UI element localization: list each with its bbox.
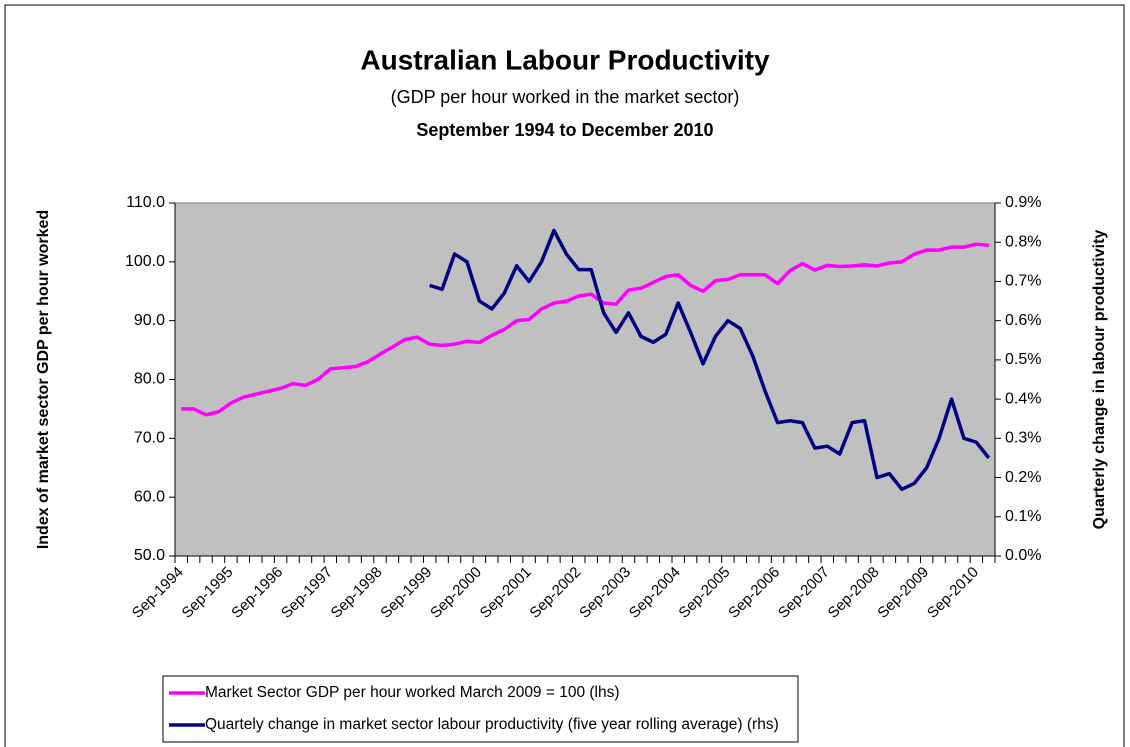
chart-period: September 1994 to December 2010 <box>416 120 713 140</box>
legend-label: Quartely change in market sector labour … <box>205 716 779 733</box>
y-tick-label: 80.0 <box>134 371 165 388</box>
y2-tick-label: 0.8% <box>1005 233 1041 250</box>
y-axis-title: Index of market sector GDP per hour work… <box>35 210 52 549</box>
legend-label: Market Sector GDP per hour worked March … <box>205 684 620 701</box>
y-tick-label: 60.0 <box>134 488 165 505</box>
y-tick-label: 90.0 <box>134 312 165 329</box>
y2-tick-label: 0.2% <box>1005 469 1041 486</box>
y2-tick-label: 0.7% <box>1005 273 1041 290</box>
y-tick-label: 100.0 <box>125 253 165 270</box>
y-tick-label: 70.0 <box>134 430 165 447</box>
series-line <box>429 228 991 492</box>
y2-tick-label: 0.1% <box>1005 508 1041 525</box>
chart-title: Australian Labour Productivity <box>360 44 770 75</box>
y-tick-label: 110.0 <box>126 194 165 211</box>
y2-tick-label: 0.5% <box>1005 351 1041 368</box>
series-line <box>181 242 989 417</box>
legend-box <box>162 675 799 743</box>
y2-tick-label: 0.0% <box>1005 547 1041 564</box>
y-tick-label: 50.0 <box>134 547 165 564</box>
y2-tick-label: 0.9% <box>1005 194 1041 211</box>
y2-tick-label: 0.6% <box>1005 312 1041 329</box>
chart-subtitle: (GDP per hour worked in the market secto… <box>391 87 740 107</box>
y2-axis-title: Quarterly change in labour productivity <box>1091 230 1108 530</box>
plot-area <box>174 202 996 557</box>
y2-tick-label: 0.4% <box>1005 390 1041 407</box>
y2-tick-label: 0.3% <box>1005 430 1041 447</box>
